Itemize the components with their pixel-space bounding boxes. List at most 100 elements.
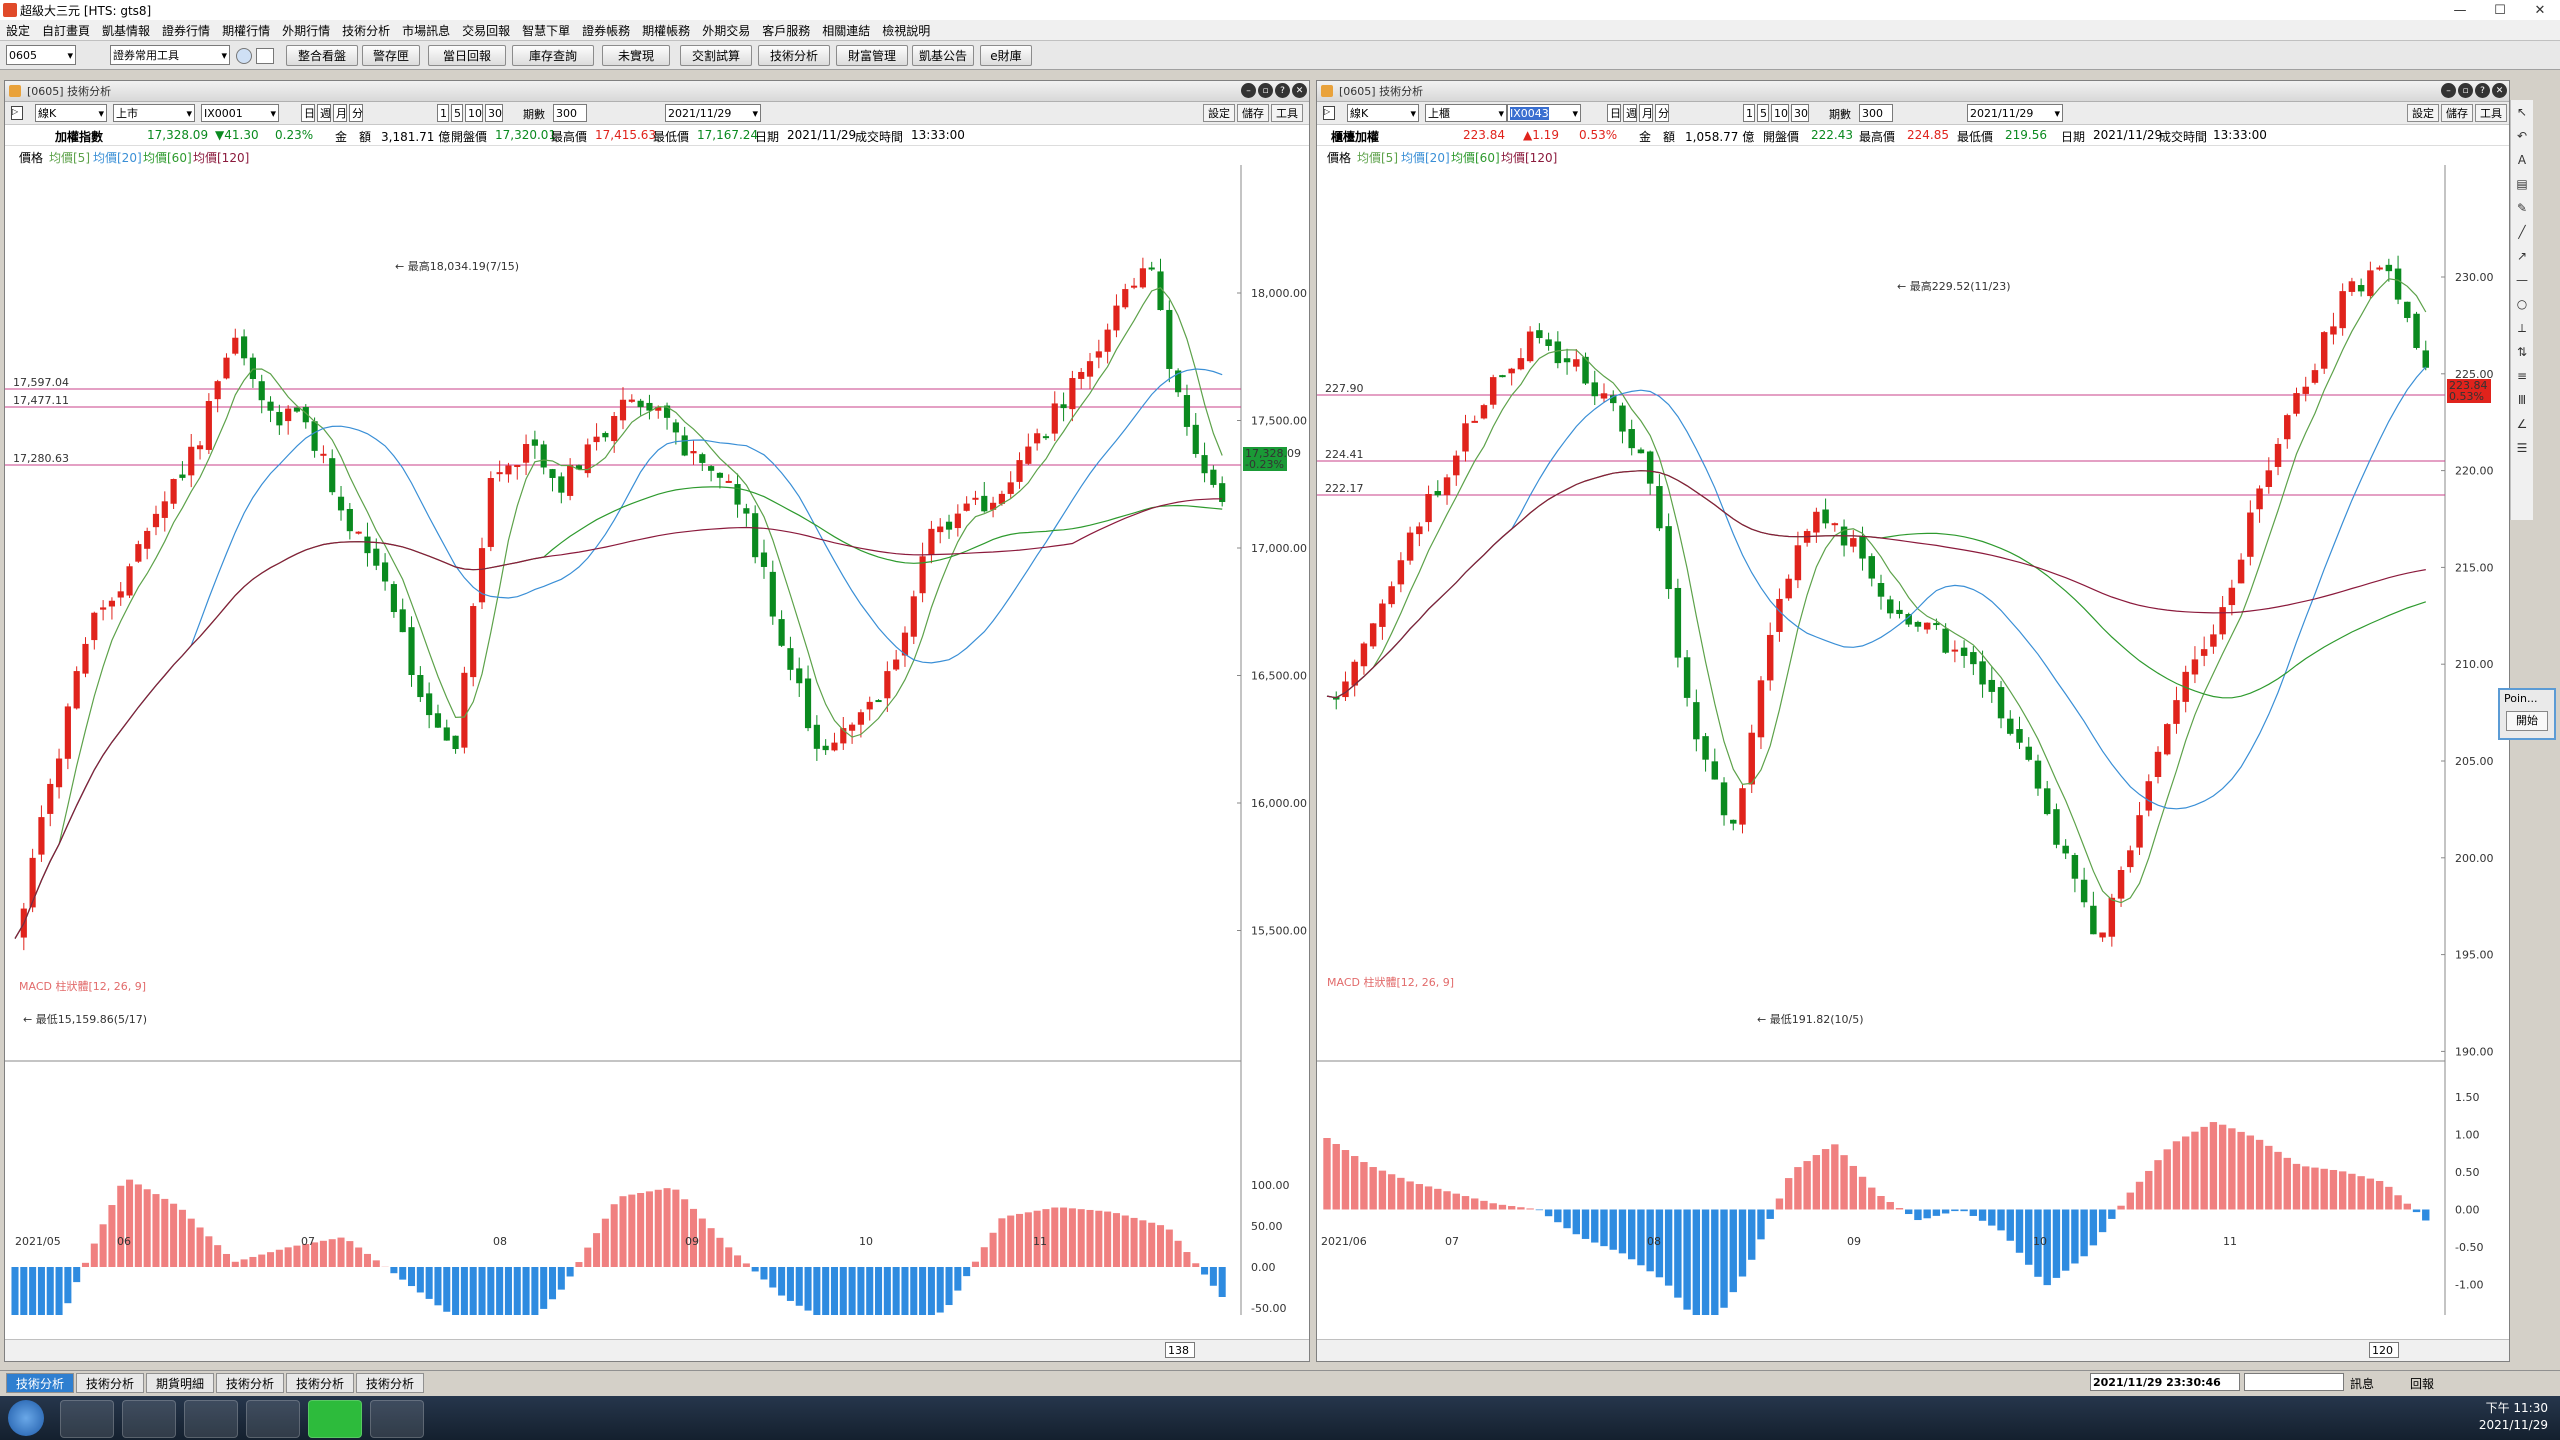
bar-icon[interactable]: Ⅲ xyxy=(2517,393,2527,407)
trend-icon[interactable]: ⇅ xyxy=(2516,345,2528,359)
circle-icon[interactable]: ○ xyxy=(2516,297,2528,311)
toolbar-button-5[interactable]: 交割試算 xyxy=(680,45,752,66)
menu-item-7[interactable]: 市場訊息 xyxy=(402,23,451,38)
toolbar-button-1[interactable]: 警存匣 xyxy=(362,45,420,66)
left-candlestick-chart[interactable]: 18,000.00 17,500.00 17,000.00 16,500.00 16,0… xyxy=(5,165,1310,1315)
chart-scrollbar[interactable]: 138 xyxy=(5,1339,1309,1361)
toolbar-button-6[interactable]: 技術分析 xyxy=(758,45,830,66)
period-month-button[interactable]: 月 xyxy=(1639,104,1653,122)
toolbar-button-4[interactable]: 未實現 xyxy=(602,45,670,66)
minute-1-button[interactable]: 1 xyxy=(437,104,449,122)
pointer-icon[interactable]: ↖ xyxy=(2516,105,2528,119)
menu-item-11[interactable]: 期權帳務 xyxy=(642,23,691,38)
play-icon[interactable]: ▷ xyxy=(1323,106,1335,120)
maximize-icon[interactable]: ☐ xyxy=(2494,2,2506,18)
tool-select[interactable]: 證券常用工具 ▾ xyxy=(110,45,230,65)
period-week-button[interactable]: 週 xyxy=(317,104,331,122)
toolbar-button-7[interactable]: 財富管理 xyxy=(836,45,908,66)
toolbar-button-3[interactable]: 庫存查詢 xyxy=(512,45,594,66)
toolbar-button-0[interactable]: 整合看盤 xyxy=(286,45,358,66)
tools-button[interactable]: 工具 xyxy=(1271,104,1303,122)
menu-item-2[interactable]: 凱基情報 xyxy=(102,23,151,38)
window-tab-1[interactable]: 技術分析 xyxy=(76,1373,144,1393)
help-icon[interactable]: ? xyxy=(1275,83,1290,98)
menu-item-4[interactable]: 期權行情 xyxy=(222,23,271,38)
minimize-icon[interactable]: – xyxy=(2441,83,2456,98)
period-day-button[interactable]: 日 xyxy=(301,104,315,122)
save-button[interactable]: 儲存 xyxy=(1237,104,1269,122)
text-icon[interactable]: A xyxy=(2517,153,2527,167)
minimize-icon[interactable]: — xyxy=(2453,2,2467,18)
count-input[interactable]: 300 xyxy=(1859,104,1893,122)
window-tab-4[interactable]: 技術分析 xyxy=(286,1373,354,1393)
undo-icon[interactable]: ↶ xyxy=(2516,129,2528,143)
pen-icon[interactable]: ✎ xyxy=(2516,201,2528,215)
marker-icon[interactable]: ⟂ xyxy=(2517,321,2526,335)
chevron-down-icon[interactable]: ▾ xyxy=(67,48,73,62)
close-icon[interactable]: ✕ xyxy=(1292,83,1307,98)
minute-30-button[interactable]: 30 xyxy=(485,104,503,122)
arrow-icon[interactable]: ↗ xyxy=(2516,249,2528,263)
angle-icon[interactable]: ∠ xyxy=(2516,417,2528,431)
zoom-input[interactable]: 120 xyxy=(2369,1342,2399,1358)
window-tab-2[interactable]: 期貨明細 xyxy=(146,1373,214,1393)
hline-icon[interactable]: — xyxy=(2516,273,2528,287)
menu-item-14[interactable]: 相關連結 xyxy=(822,23,871,38)
period-day-button[interactable]: 日 xyxy=(1607,104,1621,122)
symbol-input[interactable]: IX0001 ▾ xyxy=(201,104,279,122)
menu-item-6[interactable]: 技術分析 xyxy=(342,23,391,38)
line-icon[interactable] xyxy=(308,1400,362,1438)
period-week-button[interactable]: 週 xyxy=(1623,104,1637,122)
app-icon[interactable] xyxy=(184,1400,238,1438)
chart-type-select[interactable]: 線K ▾ xyxy=(35,104,107,122)
line-icon[interactable]: ╱ xyxy=(2518,225,2526,239)
menu-item-15[interactable]: 檢視說明 xyxy=(882,23,931,38)
zoom-input[interactable]: 138 xyxy=(1165,1342,1195,1358)
settings-button[interactable]: 設定 xyxy=(1203,104,1235,122)
photos-icon[interactable] xyxy=(246,1400,300,1438)
fib-icon[interactable]: ≡ xyxy=(2516,369,2528,383)
symbol-input[interactable]: IX0043 ▾ xyxy=(1507,104,1581,122)
save-button[interactable]: 儲存 xyxy=(2441,104,2473,122)
date-input[interactable]: 2021/11/29 ▾ xyxy=(665,104,761,122)
trading-app-icon[interactable] xyxy=(370,1400,424,1438)
market-select[interactable]: 上市 ▾ xyxy=(113,104,195,122)
menu-item-0[interactable]: 設定 xyxy=(6,23,31,38)
minute-1-button[interactable]: 1 xyxy=(1743,104,1755,122)
count-input[interactable]: 300 xyxy=(553,104,587,122)
chrome-icon[interactable] xyxy=(60,1400,114,1438)
toolbar-button-9[interactable]: e財庫 xyxy=(980,45,1032,66)
settings-button[interactable]: 設定 xyxy=(2407,104,2439,122)
help-icon[interactable]: ? xyxy=(2475,83,2490,98)
window-tab-3[interactable]: 技術分析 xyxy=(216,1373,284,1393)
menu-item-10[interactable]: 證券帳務 xyxy=(582,23,631,38)
refresh-icon[interactable] xyxy=(236,48,252,64)
toolbar-button-8[interactable]: 凱基公告 xyxy=(912,45,974,66)
popup-start-button[interactable]: 開始 xyxy=(2506,711,2548,731)
close-icon[interactable]: ✕ xyxy=(2492,83,2507,98)
minute-5-button[interactable]: 5 xyxy=(1757,104,1769,122)
report-button[interactable]: 回報 xyxy=(2410,1377,2435,1391)
excel-icon[interactable] xyxy=(122,1400,176,1438)
minute-10-button[interactable]: 10 xyxy=(1771,104,1789,122)
stock-code-input[interactable]: 0605 ▾ xyxy=(6,45,76,65)
close-icon[interactable]: ✕ xyxy=(2534,2,2546,18)
grid-icon[interactable]: ▤ xyxy=(2516,177,2528,191)
right-candlestick-chart[interactable]: 230.00 225.00 220.00 215.00 210.00 205.00 200.… xyxy=(1317,165,2510,1315)
start-button-icon[interactable] xyxy=(8,1400,44,1436)
menu-item-3[interactable]: 證券行情 xyxy=(162,23,211,38)
screen-icon[interactable] xyxy=(256,48,274,64)
toolbar-button-2[interactable]: 當日回報 xyxy=(428,45,506,66)
date-input[interactable]: 2021/11/29 ▾ xyxy=(1967,104,2063,122)
menu-item-8[interactable]: 交易回報 xyxy=(462,23,511,38)
menu-item-9[interactable]: 智慧下單 xyxy=(522,23,571,38)
minute-10-button[interactable]: 10 xyxy=(465,104,483,122)
menu-item-5[interactable]: 外期行情 xyxy=(282,23,331,38)
menu-item-12[interactable]: 外期交易 xyxy=(702,23,751,38)
tools-button[interactable]: 工具 xyxy=(2475,104,2507,122)
period-month-button[interactable]: 月 xyxy=(333,104,347,122)
period-minute-button[interactable]: 分 xyxy=(1655,104,1669,122)
news-button[interactable]: 訊息 xyxy=(2350,1377,2375,1391)
restore-icon[interactable]: ▫ xyxy=(1258,83,1273,98)
system-clock[interactable]: 下午 11:30 2021/11/29 xyxy=(2479,1400,2548,1434)
